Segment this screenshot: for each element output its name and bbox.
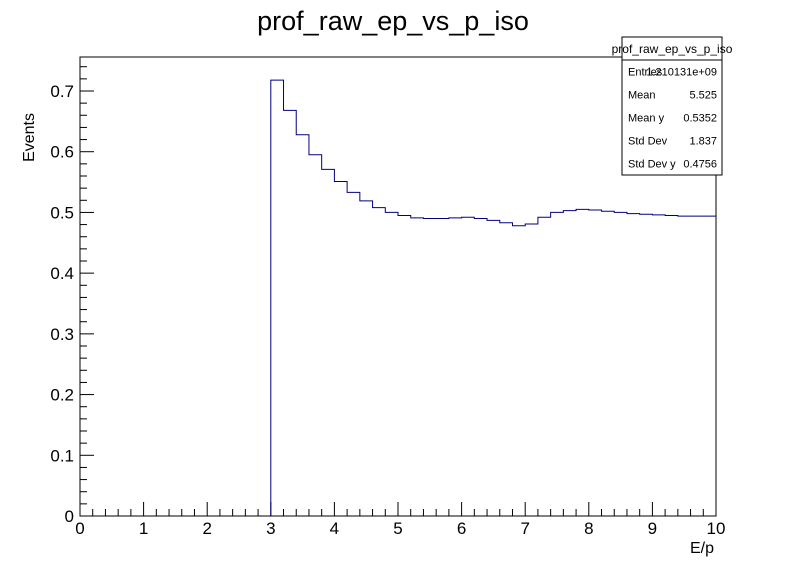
- x-tick-label: 10: [707, 519, 726, 538]
- stats-row-label: Std Dev: [628, 136, 668, 148]
- x-tick-label: 0: [75, 519, 84, 538]
- x-tick-label: 9: [648, 519, 657, 538]
- stats-box-title: prof_raw_ep_vs_p_iso: [612, 42, 733, 56]
- x-tick-label: 5: [393, 519, 402, 538]
- y-tick-label: 0.3: [50, 325, 74, 344]
- stats-row-value: 0.4756: [683, 159, 717, 171]
- x-tick-label: 6: [457, 519, 466, 538]
- stats-row-value: 1.837: [689, 136, 717, 148]
- x-tick-label: 3: [266, 519, 275, 538]
- x-tick-label: 7: [520, 519, 529, 538]
- y-tick-label: 0.6: [50, 143, 74, 162]
- plot-frame: [79, 56, 717, 517]
- stats-row-value: 5.525: [689, 90, 717, 102]
- y-tick-label: 0.7: [50, 82, 74, 101]
- x-axis: 0 1 2 3 4 5 6 7 8 9 10: [75, 502, 725, 538]
- x-tick-label: 4: [330, 519, 339, 538]
- stats-row-label: Mean y: [628, 113, 665, 125]
- y-tick-label: 0.5: [50, 203, 74, 222]
- x-tick-label: 8: [584, 519, 593, 538]
- profile-series: [270, 79, 716, 516]
- stats-row-value: 0.5352: [683, 113, 717, 125]
- stats-row-label: Mean: [628, 90, 656, 102]
- y-axis-label: Events: [21, 113, 38, 162]
- y-axis: 0 0.1 0.2 0.3 0.4 0.5 0.6 0.7: [50, 66, 94, 526]
- profile-line: [270, 79, 716, 516]
- stats-row-value: 1.210131e+09: [646, 67, 717, 79]
- stats-box-frame: [621, 36, 723, 176]
- x-axis-label: E/p: [690, 540, 714, 557]
- stats-row-label: Entries: [628, 67, 663, 79]
- y-tick-label: 0.1: [50, 446, 74, 465]
- x-tick-label: 2: [202, 519, 211, 538]
- x-tick-label: 1: [139, 519, 148, 538]
- stats-row-label: Std Dev y: [628, 159, 676, 171]
- y-tick-label: 0: [65, 507, 74, 526]
- chart-title: prof_raw_ep_vs_p_iso: [257, 6, 529, 36]
- y-tick-label: 0.2: [50, 386, 74, 405]
- y-tick-label: 0.4: [50, 264, 74, 283]
